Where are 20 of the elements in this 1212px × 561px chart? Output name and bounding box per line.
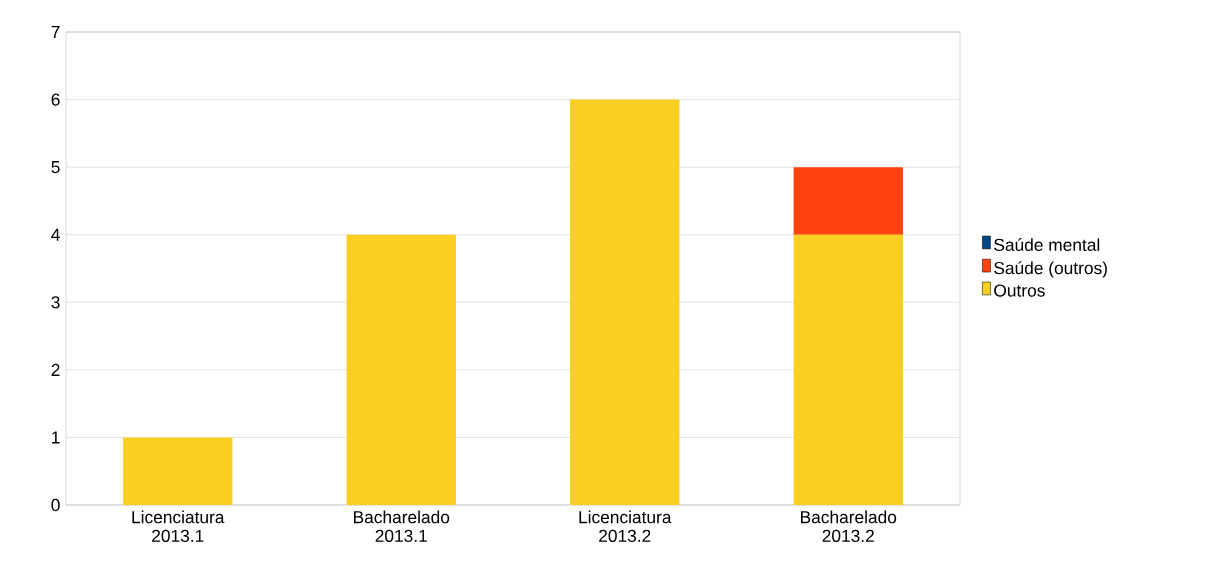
x-tick-label: Licenciatura 2013.2 bbox=[579, 510, 672, 542]
bar bbox=[570, 99, 680, 505]
y-tick-label: 3 bbox=[51, 296, 60, 309]
y-tick-label: 4 bbox=[51, 228, 60, 241]
x-tick-label: Bacharelado 2013.1 bbox=[354, 510, 450, 542]
x-tick-label: Bacharelado 2013.2 bbox=[801, 510, 897, 542]
y-tick-label: 6 bbox=[51, 93, 60, 106]
bar bbox=[346, 234, 456, 505]
bar bbox=[793, 167, 903, 235]
y-tick-label: 0 bbox=[51, 498, 60, 512]
legend-label: Outros bbox=[994, 284, 1045, 297]
x-tick-label: Licenciatura 2013.1 bbox=[132, 510, 225, 542]
legend-label: Saúde (outros) bbox=[994, 261, 1107, 278]
y-tick-label: 7 bbox=[51, 26, 60, 38]
legend-label: Saúde mental bbox=[994, 238, 1100, 252]
bar bbox=[793, 234, 903, 505]
y-tick-label: 5 bbox=[51, 161, 60, 174]
y-tick-label: 1 bbox=[52, 431, 60, 444]
bar bbox=[123, 437, 233, 505]
y-tick-label: 2 bbox=[51, 363, 60, 376]
